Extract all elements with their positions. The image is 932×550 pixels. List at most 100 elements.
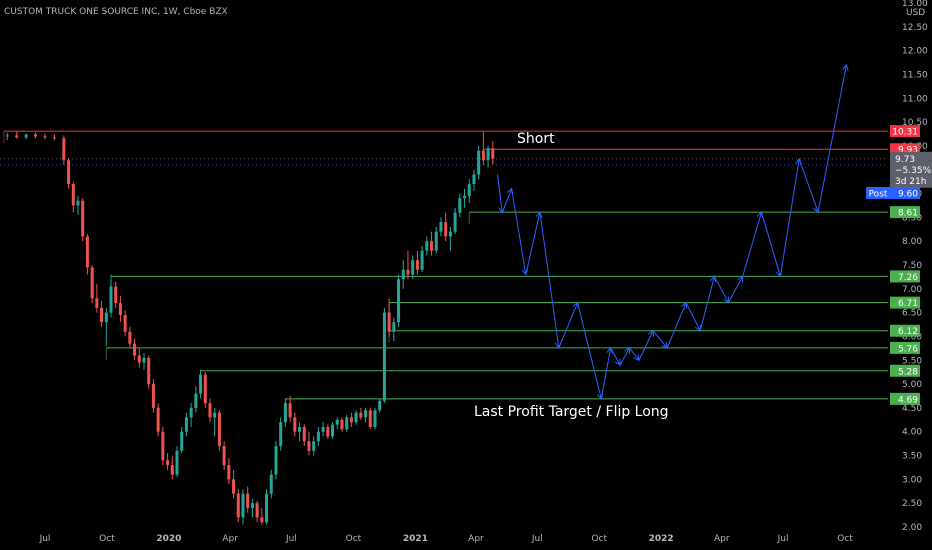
candle-body xyxy=(439,222,443,232)
candle-body xyxy=(217,412,221,447)
candle-body xyxy=(316,431,320,442)
candle-body xyxy=(430,241,434,251)
candle-body xyxy=(85,236,89,268)
candle-body xyxy=(340,419,344,430)
y-tick-label: 4.00 xyxy=(902,428,922,438)
candle-body xyxy=(406,269,410,275)
y-tick-label: 7.50 xyxy=(902,261,922,271)
candle-body xyxy=(15,135,19,138)
level-price-badge-text: 10.31 xyxy=(892,128,918,138)
candle-body xyxy=(467,184,471,196)
candle-body xyxy=(269,474,273,494)
candle-body xyxy=(184,417,188,432)
y-tick-label: 4.50 xyxy=(902,404,922,414)
projection-arrowhead xyxy=(694,324,701,332)
annotations: Short Last Profit Target / Flip Long xyxy=(474,131,669,420)
candle-body xyxy=(170,465,174,475)
y-tick-label: 13.00 xyxy=(902,0,928,9)
candle-body xyxy=(250,503,254,508)
candle-body xyxy=(255,503,259,518)
candle-body xyxy=(147,357,151,385)
level-price-badge-text: 4.69 xyxy=(898,395,918,405)
chart-title: CUSTOM TRUCK ONE SOURCE INC, 1W, Cboe BZ… xyxy=(4,7,228,17)
y-tick-label: 2.50 xyxy=(902,499,922,509)
candle-body xyxy=(62,138,66,161)
y-tick-label: 12.50 xyxy=(902,23,928,33)
candle-body xyxy=(34,134,38,137)
candle-body xyxy=(137,355,141,363)
y-tick-label: 3.00 xyxy=(902,475,922,485)
post-price-value: 9.60 xyxy=(898,189,918,199)
x-axis: Jul Oct 2020 Apr Jul Oct 2021 Apr Jul Oct 2022 Apr J… xyxy=(39,534,854,544)
candle-body xyxy=(199,374,203,394)
x-tick-label: Jul xyxy=(39,534,51,544)
projection-arrowhead xyxy=(624,346,631,354)
candle-body xyxy=(67,160,71,185)
last-target-annotation: Last Profit Target / Flip Long xyxy=(474,404,669,420)
candle-body xyxy=(104,312,108,323)
currency-label: USD xyxy=(906,8,925,18)
candle-body xyxy=(260,517,264,523)
level-price-badge-text: 6.71 xyxy=(898,299,918,309)
candle-body xyxy=(288,403,292,418)
candle-body xyxy=(477,150,481,175)
y-tick-label: 11.50 xyxy=(902,70,928,80)
candle-body xyxy=(420,250,424,270)
post-label-bg xyxy=(866,186,890,199)
y-tick-label: 6.50 xyxy=(902,309,922,319)
candle-body xyxy=(274,446,278,475)
projection-arrowhead xyxy=(596,392,604,400)
candle-body xyxy=(411,260,415,275)
projection-arrowhead xyxy=(737,275,744,283)
x-tick-label: 2022 xyxy=(649,534,674,544)
x-tick-label: 2020 xyxy=(156,534,181,544)
candle-body xyxy=(71,184,75,206)
y-tick-label: 8.50 xyxy=(902,213,922,223)
projection-arrowhead xyxy=(647,329,654,337)
candle-body xyxy=(321,426,325,432)
x-tick-label: Oct xyxy=(837,534,853,544)
x-tick-label: Jul xyxy=(531,534,543,544)
x-tick-label: Oct xyxy=(591,534,607,544)
projection-arrowhead xyxy=(521,268,529,276)
candle-body xyxy=(133,343,137,356)
candle-body xyxy=(180,431,184,451)
level-price-badge-text: 9.93 xyxy=(898,146,918,156)
candle-body xyxy=(24,134,28,138)
candle-body xyxy=(161,431,165,461)
x-tick-label: Oct xyxy=(99,534,115,544)
candle-body xyxy=(194,393,198,408)
candle-body xyxy=(392,322,396,332)
level-price-badge-bg xyxy=(890,392,920,405)
candle-body xyxy=(236,493,240,518)
level-price-badge-text: 5.76 xyxy=(898,344,918,354)
projection-arrowhead xyxy=(535,211,543,219)
candle-body xyxy=(491,148,495,159)
projection-arrowhead xyxy=(498,206,505,214)
candle-body xyxy=(227,465,231,480)
projection-line xyxy=(497,64,847,399)
post-price-badge-bg xyxy=(890,186,920,199)
projection-arrowhead xyxy=(614,359,621,366)
candle-body xyxy=(453,212,457,232)
candle-body xyxy=(95,298,99,308)
candle-body xyxy=(279,422,283,447)
projection-arrowhead xyxy=(842,63,849,71)
candle-body xyxy=(265,493,269,523)
candle-body xyxy=(52,137,56,139)
x-tick-label: 2021 xyxy=(403,534,428,544)
candle-body xyxy=(434,231,438,251)
candle-body xyxy=(486,148,490,161)
level-price-badge-bg xyxy=(890,364,920,377)
projection-arrowhead xyxy=(633,354,640,362)
candle-body xyxy=(76,200,80,206)
candle-body xyxy=(448,231,452,237)
projection-arrowhead xyxy=(756,211,764,219)
candle-body xyxy=(203,374,207,404)
level-price-badge-bg xyxy=(890,324,920,337)
level-price-badge-text: 7.26 xyxy=(898,273,918,283)
price-badges: 10.31 9.93 8.61 7.26 6.71 6.12 5.76 5.28 4.69 9.7… xyxy=(866,125,932,405)
candle-body xyxy=(213,412,217,418)
